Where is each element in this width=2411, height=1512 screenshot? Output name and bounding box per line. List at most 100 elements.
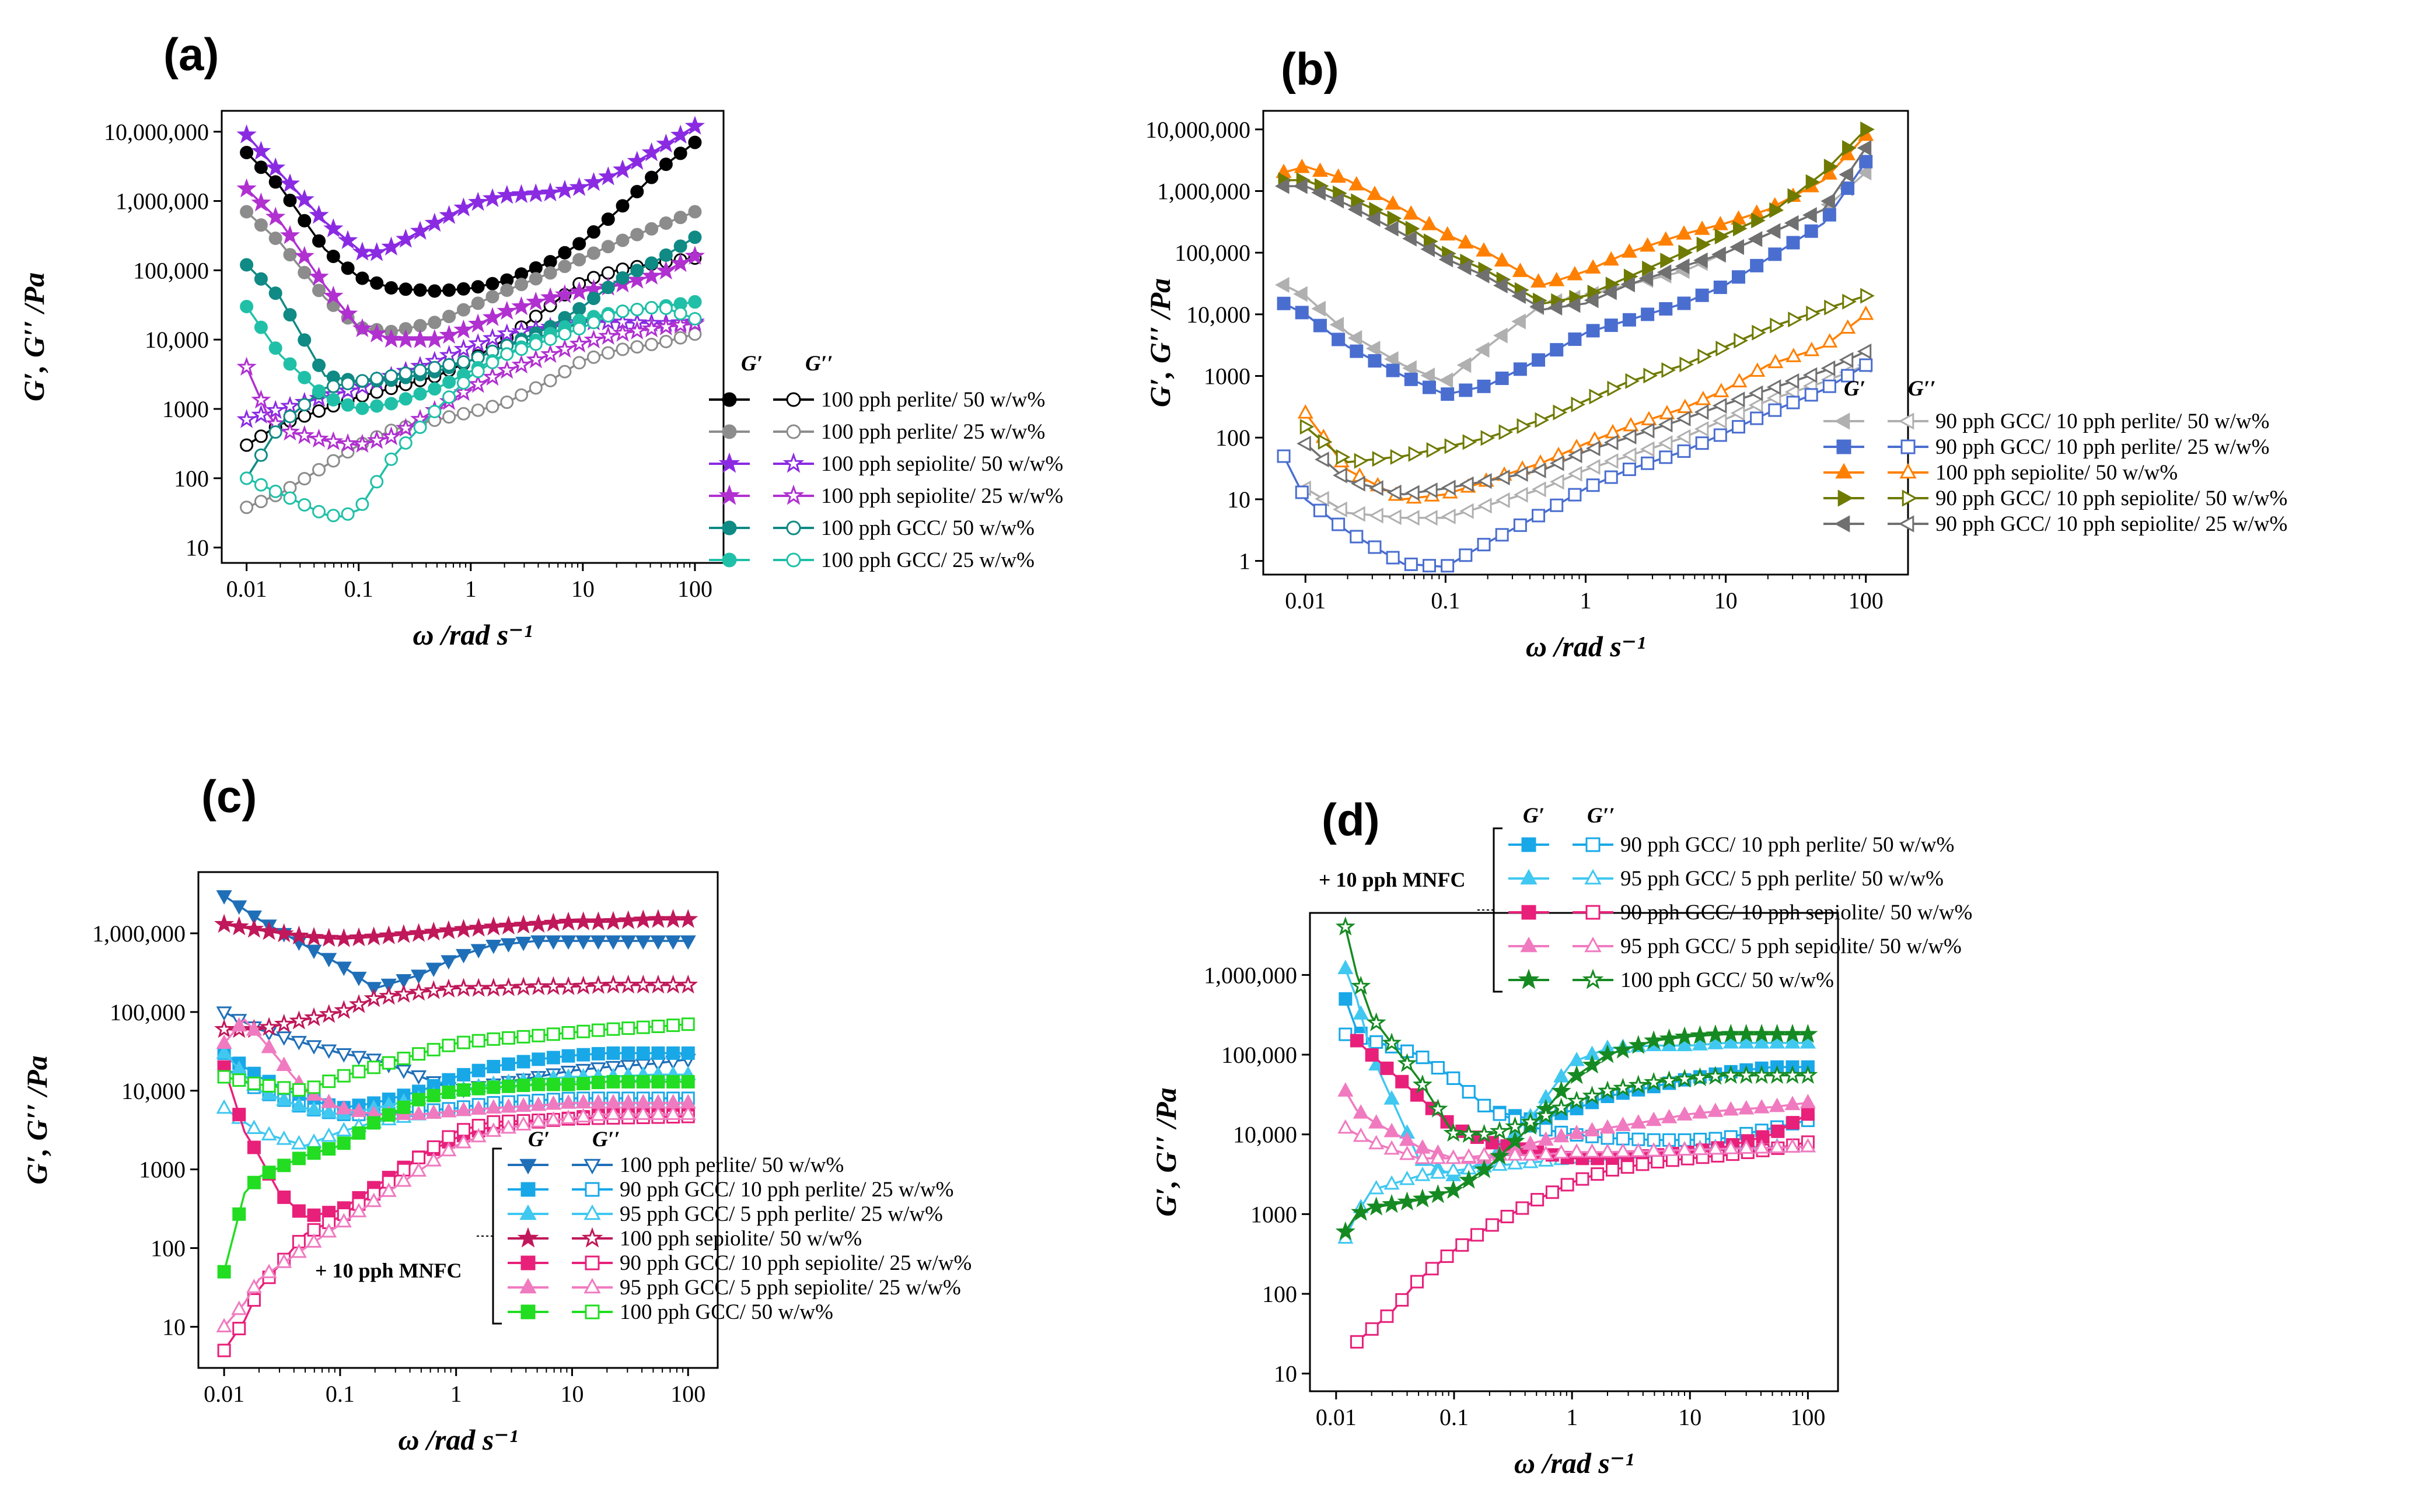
data-point-2-gp — [1622, 313, 1636, 327]
data-point-1-gpp — [336, 1048, 352, 1063]
mnfc-annotation: + 10 pph MNFC — [315, 1259, 462, 1282]
data-point-7-gp — [232, 1207, 246, 1221]
data-point-2-gpp — [1507, 1155, 1523, 1170]
data-point-5-gp — [1857, 140, 1872, 156]
data-point-4-gp — [453, 919, 474, 938]
data-point-5-gpp — [247, 1293, 261, 1307]
data-point-6-gpp — [605, 1105, 621, 1120]
data-point-1-gpp — [1315, 491, 1329, 507]
data-point-1-gp — [312, 234, 326, 248]
legend-marker-gpp — [583, 1204, 601, 1220]
data-point-6-gpp — [442, 390, 456, 404]
data-point-1-gp — [1311, 300, 1326, 317]
data-point-2-gpp — [1332, 517, 1346, 531]
data-point-2-gp — [1695, 288, 1709, 302]
data-point-7-gpp — [606, 1022, 620, 1036]
data-point-5-gp — [1335, 1221, 1355, 1241]
x-tick-label: 10 — [1714, 587, 1738, 614]
data-point-1-gp — [216, 890, 232, 905]
data-point-5-gp — [1443, 1180, 1463, 1199]
data-point-6-gpp — [575, 1108, 592, 1123]
data-point-3-gpp — [276, 1130, 292, 1145]
data-point-1-gp — [326, 249, 340, 263]
data-point-1-gp — [1438, 372, 1453, 388]
data-point-5-gpp — [399, 366, 413, 380]
data-point-4-gp — [1707, 1102, 1724, 1117]
data-point-2-gp — [1676, 1037, 1693, 1051]
data-point-2-gp — [1822, 208, 1836, 222]
data-point-1-gp — [456, 282, 470, 296]
data-point-4-gpp — [1368, 1135, 1385, 1150]
data-point-4-gpp — [612, 323, 633, 342]
x-axis-title: ω /rad s⁻¹ — [1514, 1447, 1634, 1479]
data-point-4-gpp — [1535, 412, 1550, 428]
data-point-4-gpp — [1722, 1140, 1739, 1154]
data-point-3-gp — [1531, 273, 1547, 288]
data-point-6-gpp — [560, 1110, 576, 1124]
data-point-5-gpp — [1567, 447, 1582, 463]
data-point-5-gpp — [1767, 1065, 1787, 1084]
data-point-1-gpp — [1441, 508, 1456, 524]
data-point-4-gpp — [303, 1007, 324, 1027]
data-point-4-gp — [303, 927, 324, 946]
data-point-1-gpp — [1603, 453, 1619, 469]
data-point-4-gpp — [1553, 404, 1568, 421]
data-point-3-gp — [1771, 1124, 1785, 1138]
data-point-4-gpp — [1824, 299, 1839, 316]
legend-header-gp: G′ — [741, 352, 763, 376]
data-point-2-gp — [1784, 1034, 1801, 1049]
data-point-6-gp — [298, 370, 312, 384]
data-point-5-gp — [307, 1208, 321, 1222]
data-point-1-gp — [1293, 286, 1308, 302]
data-point-7-gp — [277, 1158, 291, 1172]
legend: G′ G′′ 100 pph perlite/ 50 w/w% 100 pph per… — [709, 352, 1063, 572]
data-point-2-gp — [601, 240, 615, 254]
data-point-3-gp — [569, 177, 589, 197]
data-point-5-gpp — [1613, 1077, 1633, 1097]
data-point-7-gpp — [322, 1074, 336, 1088]
data-point-5-gpp — [1782, 1065, 1803, 1084]
data-point-1-gpp — [351, 1051, 367, 1066]
data-point-3-gp — [1312, 162, 1328, 177]
chart-panel-3: (c) 0.01 0.1 1 10 100 10 100 1000 10,000 100,000 1,… — [20, 771, 972, 1456]
panel-label: (d) — [1322, 794, 1380, 845]
x-tick-label: 10 — [571, 576, 595, 602]
data-point-3-gpp — [261, 1126, 277, 1140]
data-point-5-gp — [1675, 258, 1690, 274]
data-point-6-gpp — [370, 475, 384, 489]
data-point-2-gpp — [1399, 1170, 1416, 1185]
data-point-2-gpp — [515, 388, 529, 402]
legend-marker-gpp — [786, 552, 801, 568]
data-point-7-gp — [247, 1175, 261, 1189]
data-point-1-gpp — [1549, 474, 1564, 490]
data-point-5-gp — [1365, 211, 1381, 227]
data-point-5-gp — [254, 272, 268, 286]
data-point-1-gpp — [1387, 509, 1402, 526]
legend-header-gp: G′ — [1844, 377, 1865, 401]
data-point-4-gpp — [583, 329, 604, 349]
data-point-2-gpp — [1422, 559, 1436, 573]
data-point-7-gpp — [532, 1028, 546, 1042]
data-point-5-gp — [292, 1204, 306, 1218]
data-point-4-gp — [678, 909, 698, 928]
data-point-6-gpp — [321, 1223, 337, 1238]
data-point-7-gp — [621, 1074, 635, 1088]
y-tick-label: 10,000 — [1233, 1122, 1297, 1148]
data-point-4-gpp — [408, 982, 429, 1001]
data-point-2-gp — [532, 1052, 546, 1066]
data-point-1-gp — [1347, 330, 1362, 346]
data-point-2-gpp — [1731, 420, 1745, 434]
data-point-3-gp — [216, 1044, 232, 1059]
data-point-4-gpp — [1399, 1145, 1416, 1160]
data-point-2-gp — [543, 266, 557, 280]
data-point-3-gp — [381, 236, 401, 256]
data-point-4-gp — [482, 307, 503, 326]
data-point-3-gpp — [1767, 354, 1784, 369]
data-point-6-gp — [500, 1098, 516, 1113]
data-point-4-gp — [1696, 236, 1711, 253]
data-point-6-gpp — [428, 405, 442, 419]
data-point-2-gp — [666, 1046, 680, 1060]
legend-marker-gp — [1834, 515, 1850, 533]
data-point-4-gpp — [323, 431, 344, 450]
data-point-3-gpp — [1531, 1193, 1545, 1207]
